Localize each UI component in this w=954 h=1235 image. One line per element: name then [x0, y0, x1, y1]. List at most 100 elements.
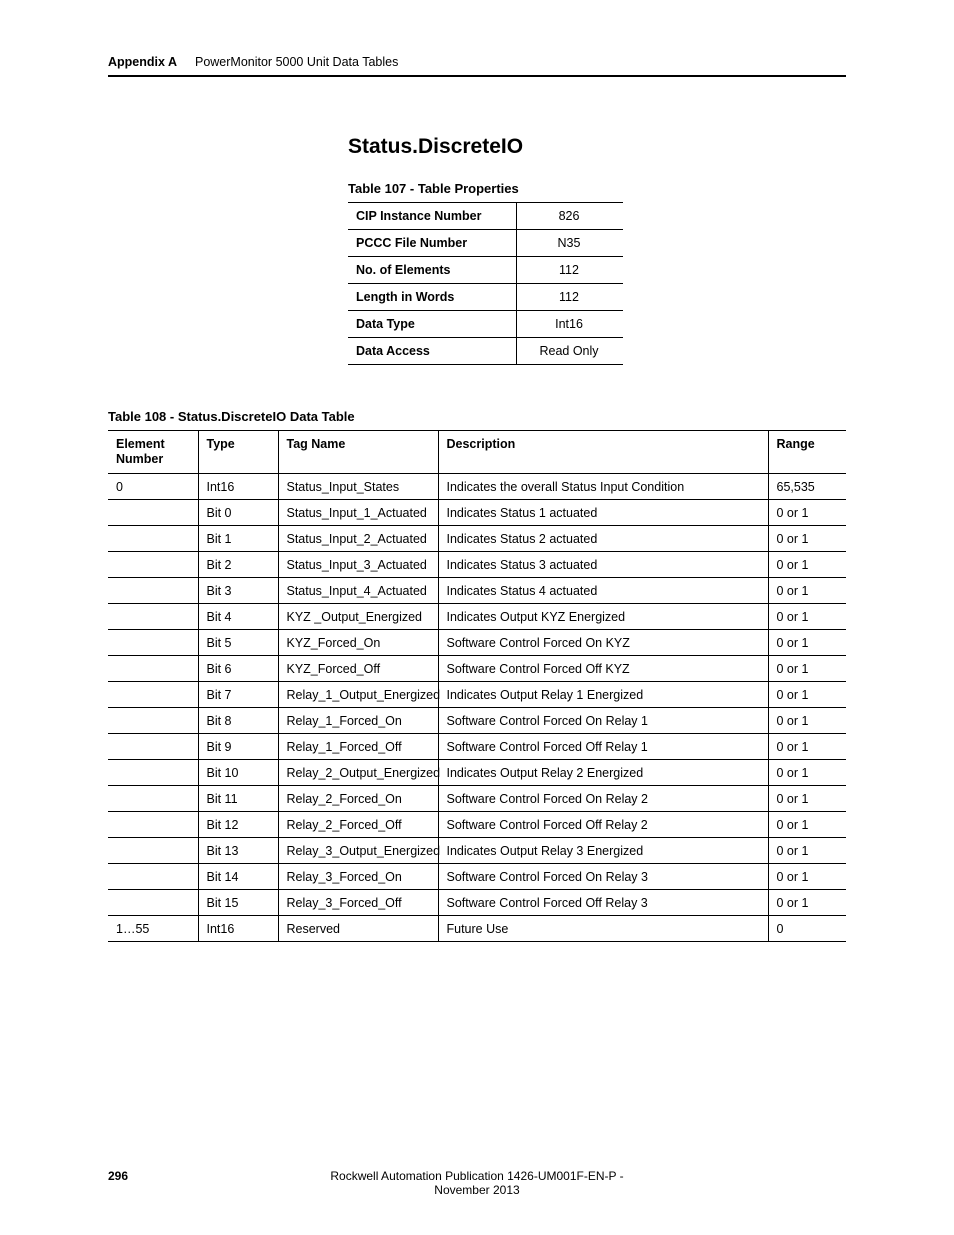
table-cell: Future Use	[438, 916, 768, 942]
table-row: Bit 5KYZ_Forced_OnSoftware Control Force…	[108, 630, 846, 656]
table-cell: 0 or 1	[768, 500, 846, 526]
properties-row: Data TypeInt16	[348, 311, 623, 338]
table-cell: Software Control Forced On Relay 1	[438, 708, 768, 734]
column-header: Type	[198, 431, 278, 474]
properties-row: PCCC File NumberN35	[348, 230, 623, 257]
publication-info: Rockwell Automation Publication 1426-UM0…	[308, 1169, 846, 1197]
table-cell	[108, 630, 198, 656]
properties-caption: Table 107 - Table Properties	[348, 181, 846, 196]
table-cell: Indicates Status 4 actuated	[438, 578, 768, 604]
table-row: Bit 9Relay_1_Forced_OffSoftware Control …	[108, 734, 846, 760]
table-cell: Bit 7	[198, 682, 278, 708]
running-header: Appendix A PowerMonitor 5000 Unit Data T…	[108, 55, 846, 77]
table-row: Bit 15Relay_3_Forced_OffSoftware Control…	[108, 890, 846, 916]
properties-value: 112	[517, 284, 624, 311]
table-cell: Relay_3_Forced_Off	[278, 890, 438, 916]
table-cell: Relay_1_Forced_On	[278, 708, 438, 734]
properties-row: Length in Words112	[348, 284, 623, 311]
table-cell: Bit 15	[198, 890, 278, 916]
table-cell: Relay_3_Output_Energized	[278, 838, 438, 864]
table-cell	[108, 786, 198, 812]
table-cell: Relay_1_Output_Energized	[278, 682, 438, 708]
table-cell: Indicates the overall Status Input Condi…	[438, 474, 768, 500]
table-cell: 0 or 1	[768, 682, 846, 708]
table-cell: Relay_2_Forced_Off	[278, 812, 438, 838]
table-row: Bit 4KYZ _Output_EnergizedIndicates Outp…	[108, 604, 846, 630]
table-cell	[108, 864, 198, 890]
table-cell: Software Control Forced On Relay 2	[438, 786, 768, 812]
page-number: 296	[108, 1169, 308, 1197]
table-cell: Reserved	[278, 916, 438, 942]
table-cell: 0 or 1	[768, 526, 846, 552]
table-cell	[108, 526, 198, 552]
table-cell: Status_Input_4_Actuated	[278, 578, 438, 604]
table-cell: Bit 0	[198, 500, 278, 526]
table-cell: 0	[768, 916, 846, 942]
table-cell	[108, 656, 198, 682]
table-row: Bit 0Status_Input_1_ActuatedIndicates St…	[108, 500, 846, 526]
table-cell: Bit 9	[198, 734, 278, 760]
table-cell: Software Control Forced On KYZ	[438, 630, 768, 656]
table-cell: Bit 1	[198, 526, 278, 552]
table-cell	[108, 708, 198, 734]
table-cell: 0 or 1	[768, 786, 846, 812]
table-cell: Software Control Forced Off Relay 3	[438, 890, 768, 916]
table-row: Bit 2Status_Input_3_ActuatedIndicates St…	[108, 552, 846, 578]
properties-value: 826	[517, 203, 624, 230]
properties-value: Int16	[517, 311, 624, 338]
table-cell: Bit 3	[198, 578, 278, 604]
column-header: Range	[768, 431, 846, 474]
table-cell	[108, 812, 198, 838]
table-cell: 0 or 1	[768, 552, 846, 578]
properties-label: Length in Words	[348, 284, 517, 311]
table-row: Bit 8Relay_1_Forced_OnSoftware Control F…	[108, 708, 846, 734]
table-cell	[108, 604, 198, 630]
table-cell: Indicates Output KYZ Energized	[438, 604, 768, 630]
table-cell: Bit 6	[198, 656, 278, 682]
table-cell: 0 or 1	[768, 864, 846, 890]
table-row: 0Int16Status_Input_StatesIndicates the o…	[108, 474, 846, 500]
page-footer: 296 Rockwell Automation Publication 1426…	[108, 1169, 846, 1197]
table-cell: Bit 4	[198, 604, 278, 630]
properties-value: 112	[517, 257, 624, 284]
table-cell: KYZ _Output_Energized	[278, 604, 438, 630]
table-cell: Status_Input_3_Actuated	[278, 552, 438, 578]
properties-label: Data Type	[348, 311, 517, 338]
table-row: Bit 12Relay_2_Forced_OffSoftware Control…	[108, 812, 846, 838]
table-cell: Software Control Forced Off Relay 2	[438, 812, 768, 838]
column-header: ElementNumber	[108, 431, 198, 474]
table-cell: 0	[108, 474, 198, 500]
table-cell: 0 or 1	[768, 760, 846, 786]
properties-value: Read Only	[517, 338, 624, 365]
table-cell: 0 or 1	[768, 734, 846, 760]
table-cell: Status_Input_States	[278, 474, 438, 500]
table-cell: 0 or 1	[768, 656, 846, 682]
table-cell: Indicates Output Relay 1 Energized	[438, 682, 768, 708]
properties-row: CIP Instance Number826	[348, 203, 623, 230]
header-subtitle: PowerMonitor 5000 Unit Data Tables	[195, 55, 398, 69]
properties-label: No. of Elements	[348, 257, 517, 284]
appendix-label: Appendix A	[108, 55, 177, 69]
table-cell: Status_Input_1_Actuated	[278, 500, 438, 526]
properties-label: PCCC File Number	[348, 230, 517, 257]
table-cell: 0 or 1	[768, 630, 846, 656]
table-cell: 0 or 1	[768, 708, 846, 734]
table-cell: 0 or 1	[768, 578, 846, 604]
table-cell	[108, 682, 198, 708]
properties-row: No. of Elements112	[348, 257, 623, 284]
table-cell: 65,535	[768, 474, 846, 500]
properties-row: Data AccessRead Only	[348, 338, 623, 365]
table-cell: Bit 14	[198, 864, 278, 890]
table-cell: Relay_1_Forced_Off	[278, 734, 438, 760]
table-cell: Int16	[198, 916, 278, 942]
table-row: Bit 13Relay_3_Output_EnergizedIndicates …	[108, 838, 846, 864]
table-cell: KYZ_Forced_On	[278, 630, 438, 656]
table-row: Bit 11Relay_2_Forced_OnSoftware Control …	[108, 786, 846, 812]
table-row: Bit 1Status_Input_2_ActuatedIndicates St…	[108, 526, 846, 552]
table-row: 1…55Int16ReservedFuture Use0	[108, 916, 846, 942]
table-cell: Indicates Status 3 actuated	[438, 552, 768, 578]
table-cell	[108, 760, 198, 786]
table-row: Bit 14Relay_3_Forced_OnSoftware Control …	[108, 864, 846, 890]
properties-label: Data Access	[348, 338, 517, 365]
table-cell: Bit 5	[198, 630, 278, 656]
